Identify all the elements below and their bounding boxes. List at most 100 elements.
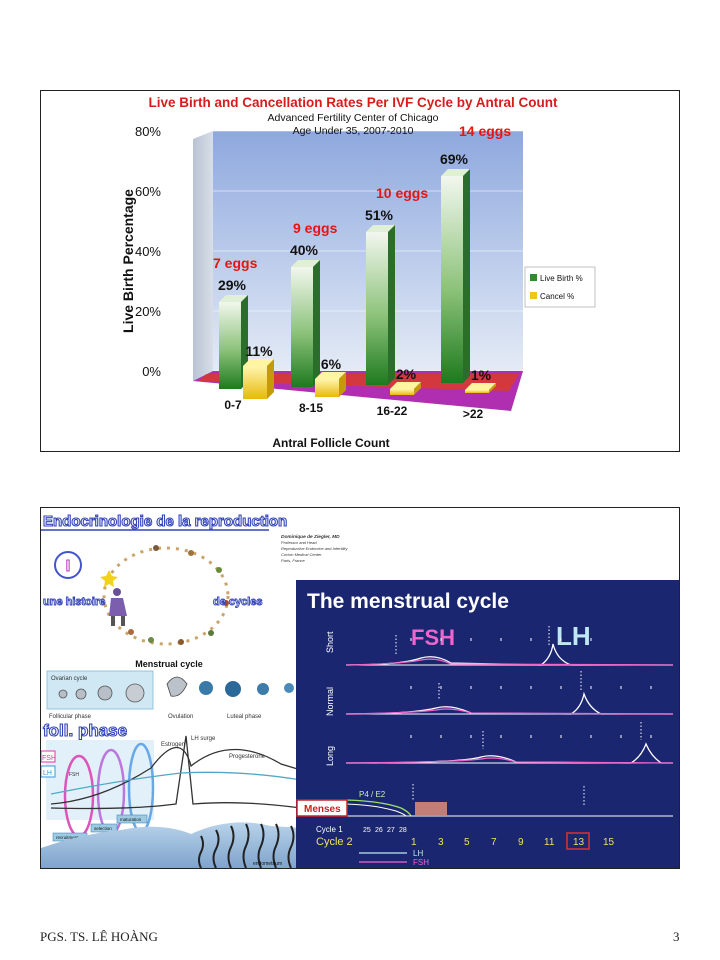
cancel-bar [465,390,489,393]
cycle1-day: 28 [399,827,407,834]
credit-line-2: Professor and Head [281,540,317,545]
x-axis-label: Antral Follicle Count [272,436,389,450]
p4-e2-label: P4 / E2 [359,790,386,799]
legend-cancel-label: Cancel % [540,292,574,301]
row-short: Short [325,626,674,666]
cycle2-day: 9 [518,837,524,848]
phase-follicular: Follicular phase [49,714,92,720]
live-birth-bar [441,176,463,383]
cycle2-day: 7 [491,837,497,848]
legend-swatch-cancel [530,292,537,299]
cancel-value-label: 6% [321,356,342,372]
maturation-label: maturation [120,817,142,822]
cancel-value-label: 2% [396,366,417,382]
luteal-icons [199,681,294,697]
roman-numeral: I [66,558,70,575]
slide-menstrual-cycle: Endocrinologie de la reproduction I Domi… [40,507,680,869]
endometrium-tissue [41,822,303,868]
endometrium-label: endometrium [253,861,282,867]
slide-bar-chart: Live Birth and Cancellation Rates Per IV… [40,90,680,452]
credit-line-5: Paris, France [281,558,306,563]
live-birth-value-label: 51% [365,207,394,223]
credit-block: Dominique de Ziegler, MD Professor and H… [281,534,348,563]
endocrinology-title: Endocrinologie de la reproduction [43,513,287,530]
live-birth-value-label: 29% [218,277,247,293]
cycle2-day: 15 [603,837,615,848]
ovulation-icon [166,676,188,697]
phrase-de-cycles: de cycles [213,596,263,608]
cycle1-day: 27 [387,827,395,834]
row-normal-label: Normal [325,687,335,716]
live-birth-value-label: 40% [290,242,319,258]
cancel-bar-top [315,372,346,379]
cycle2-day: 1 [411,837,417,848]
foll-phase-label: foll. phase [43,721,127,740]
fsh-tag-label: FSH [42,755,56,762]
day13-highlight [566,832,590,850]
chart-subtitle-2: Age Under 35, 2007-2010 [293,125,414,137]
footer-author: PGS. TS. LÊ HOÀNG [40,929,158,944]
eggs-annotation: 14 eggs [459,123,511,139]
live-birth-bar-side [463,169,470,383]
cancel-bar [243,366,267,399]
menstrual-collage: Endocrinologie de la reproduction I Domi… [41,512,679,868]
lh-tag-label: LH [43,770,52,777]
ovarian-cycle-label: Ovarian cycle [51,676,88,682]
cycle2-day: 3 [438,837,444,848]
lh-surge-label: LH surge [191,736,216,742]
legend-swatch-live [530,274,537,281]
phrase-une-histoire: une histoire [43,596,105,608]
roman-circle [54,551,82,579]
maturation-tag [116,814,148,824]
cycle2-day: 13 [573,837,585,848]
legend-live-label: Live Birth % [540,274,583,283]
y-tick-label: 80% [135,124,161,139]
cycle2-day: 11 [544,837,555,848]
cancel-bar-top [390,382,421,389]
estrogen-label: Estrogen [161,742,185,748]
menses-label: Menses [304,804,341,815]
menstrual-panel [296,580,679,868]
endometrium-glands [198,823,295,868]
person-icon [109,588,127,626]
cancel-bar-side [267,359,274,399]
live-birth-bar-side [313,260,320,387]
credit-line-4: Cochin Medical Center [281,552,322,557]
progesterone-label: Progesterone [229,754,266,760]
y-axis-label: Live Birth Percentage [120,189,136,333]
menses-block [415,802,447,816]
selection-label: selection [94,826,112,831]
eggs-annotation: 7 eggs [213,255,258,271]
cycle1-days: 25 26 27 28 [363,827,407,834]
chart-subtitle-1: Advanced Fertility Center of Chicago [268,112,439,124]
eggs-annotation: 10 eggs [376,185,428,201]
recruitment-label: recruitment [56,835,79,840]
cycle1-day: 26 [375,827,383,834]
panel-title: The menstrual cycle [307,590,509,613]
credit-line-3: Reproductive Endocrine and Infertility [281,546,348,551]
live-birth-bar-top [291,260,320,267]
cancel-bar-side [489,383,496,393]
row-long: Long [325,722,674,766]
live-birth-bar [219,302,241,389]
legend-fsh-label: FSH [413,858,429,867]
live-birth-value-label: 69% [440,151,469,167]
flower-ring-icons [128,545,229,645]
live-birth-bar-side [388,225,395,385]
y-tick-label: 0% [142,364,161,379]
cancel-bar-side [339,372,346,397]
cycle2-days: 1 3 5 7 9 11 13 15 [411,837,615,848]
chart-title: Live Birth and Cancellation Rates Per IV… [148,95,558,110]
ivf-chart: Live Birth and Cancellation Rates Per IV… [120,95,596,450]
footer-page-number: 3 [673,929,680,944]
y-tick-label: 40% [135,244,161,259]
y-tick-label: 20% [135,304,161,319]
hormone-curves [50,735,302,810]
fsh-tag [41,750,56,763]
star-icon [100,570,118,587]
live-birth-bar-top [441,169,470,176]
eggs-annotation: 9 eggs [293,220,338,236]
legend-box [524,266,596,308]
e2-curve [345,803,407,817]
x-tick-label: 0-7 [224,398,242,412]
